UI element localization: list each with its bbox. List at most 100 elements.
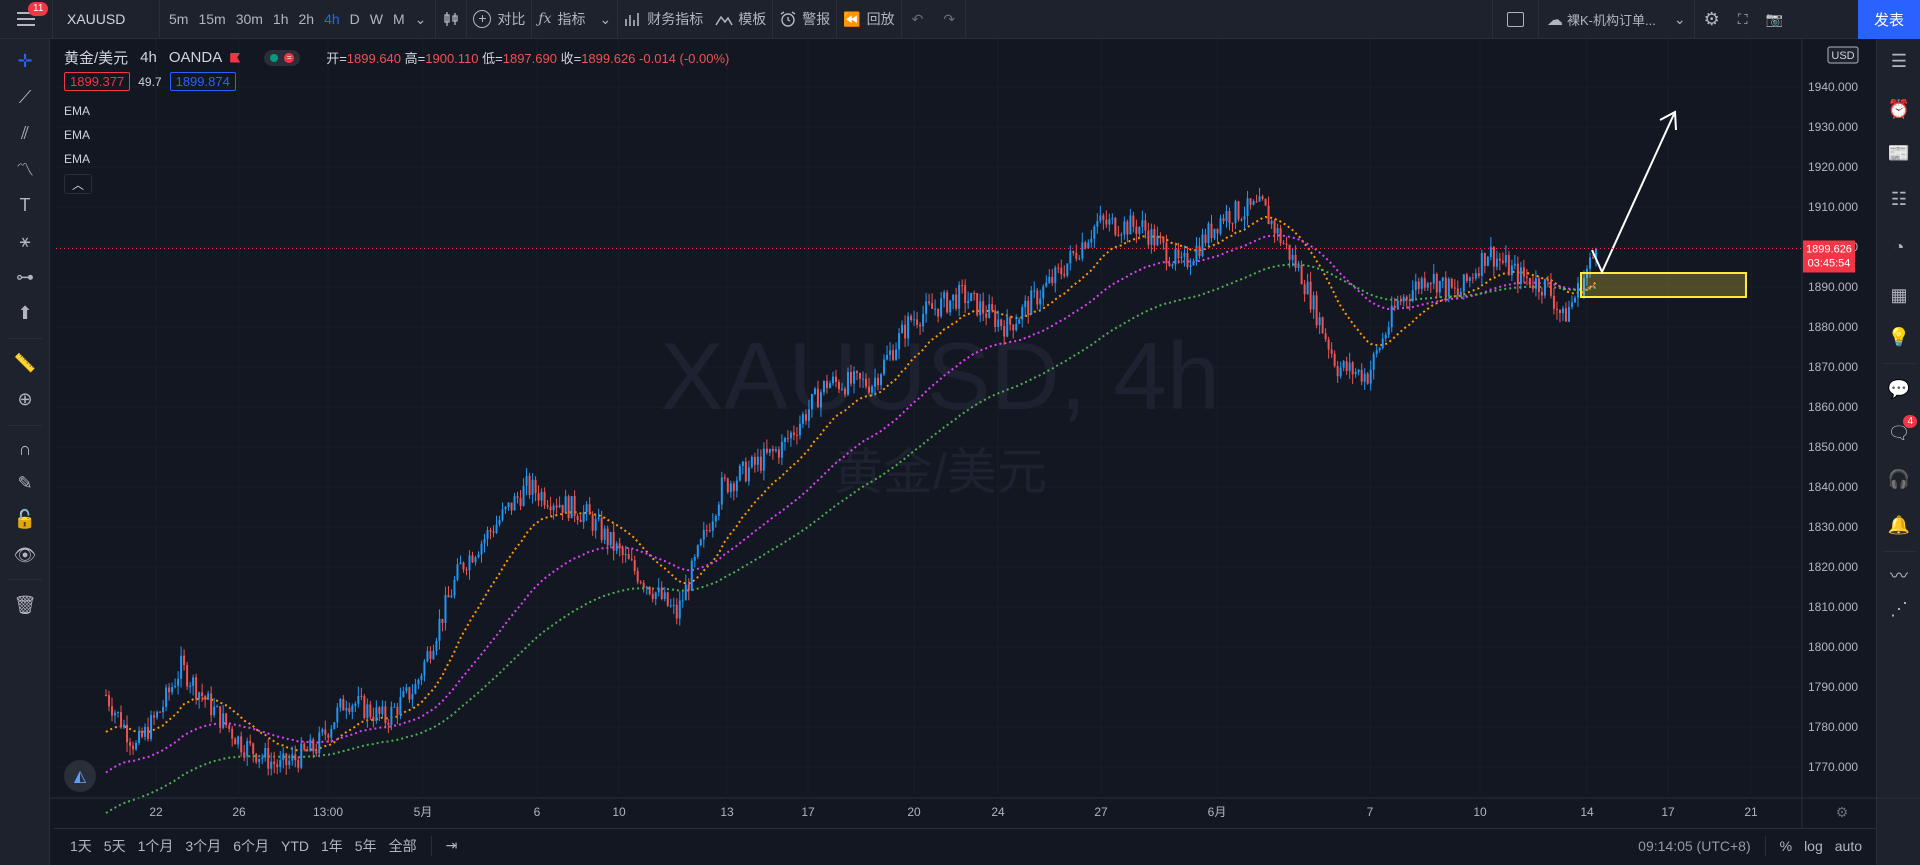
publish-button[interactable]: 发表	[1858, 0, 1920, 39]
time-tick-label: 5月	[414, 805, 433, 819]
timeframe-30m[interactable]: 30m	[235, 11, 263, 27]
trading-panel-icon[interactable]: 〰	[1890, 566, 1908, 586]
ema-legend-2[interactable]: EMA	[64, 128, 91, 142]
range-ytd[interactable]: YTD	[280, 837, 309, 854]
market-status-pill[interactable]: =	[264, 49, 301, 66]
range-all[interactable]: 全部	[388, 837, 417, 854]
chart-type-button[interactable]	[436, 0, 466, 39]
data-window-icon[interactable]: ☷	[1890, 188, 1908, 209]
main-menu-button[interactable]: 11	[0, 0, 52, 39]
notifications-icon[interactable]: 🔔	[1887, 514, 1911, 535]
range-1m[interactable]: 1个月	[137, 837, 174, 854]
ema-legend-3[interactable]: EMA	[64, 152, 91, 166]
candle-body	[243, 752, 246, 757]
zoom-in-icon[interactable]: ⊕	[17, 388, 33, 409]
chevron-down-icon[interactable]: ⌄	[414, 10, 427, 27]
arrow-up-icon[interactable]: ⬆	[17, 302, 33, 323]
watchlist-icon[interactable]: ☰	[1890, 50, 1908, 71]
text-icon[interactable]: T	[19, 194, 31, 215]
layout-button[interactable]	[1493, 0, 1538, 39]
candle-body	[117, 712, 120, 714]
clock-display[interactable]: 09:14:05 (UTC+8)	[1638, 837, 1751, 854]
layout-name-button[interactable]: ☁ 裸K-机构订单... ⌄	[1539, 0, 1694, 39]
prediction-icon[interactable]: ⚹	[19, 230, 31, 251]
magnet-icon[interactable]: ∩	[18, 438, 32, 459]
timeframe-5m[interactable]: 5m	[169, 11, 189, 27]
templates-button[interactable]: 模板	[709, 0, 772, 39]
candle-body	[1447, 278, 1450, 297]
ask-box[interactable]: 1899.874	[169, 72, 236, 91]
range-6m[interactable]: 6个月	[233, 837, 269, 854]
price-chart[interactable]: XAUUSD, 4h 黄金/美元 1940.0001930.0001920.00…	[50, 39, 1920, 829]
ideas-icon[interactable]: 💡	[1887, 326, 1911, 347]
range-1d[interactable]: 1天	[70, 837, 92, 854]
compare-button[interactable]: + 对比	[467, 0, 531, 39]
pattern-icon[interactable]: 〽	[16, 160, 34, 180]
trash-icon[interactable]: 🗑	[13, 594, 37, 615]
pencil-lock-icon[interactable]: ✎	[17, 472, 33, 493]
fib-icon[interactable]: ⫽	[20, 122, 30, 143]
fullscreen-button[interactable]: ⛶	[1729, 0, 1757, 39]
candle-body	[795, 434, 798, 436]
candle-body	[1090, 238, 1093, 243]
candle-body	[1174, 249, 1177, 265]
eye-icon[interactable]: 👁	[13, 544, 37, 565]
timeframe-1h[interactable]: 1h	[272, 11, 289, 27]
calendar-icon[interactable]: ▦	[1890, 284, 1908, 305]
timeframe-15m[interactable]: 15m	[198, 11, 226, 27]
candle-body	[720, 477, 723, 505]
timeframe-m[interactable]: M	[393, 11, 405, 27]
timeframe-4h[interactable]: 4h	[324, 11, 340, 27]
financials-button[interactable]: 财务指标	[618, 0, 709, 39]
symbol-search[interactable]: XAUUSD	[67, 11, 126, 27]
candle-body	[1039, 298, 1042, 305]
timeframe-d[interactable]: D	[349, 11, 360, 27]
shapes-icon[interactable]: ⊶	[16, 266, 34, 287]
candle-body	[1474, 273, 1477, 279]
range-3m[interactable]: 3个月	[185, 837, 222, 854]
news-icon[interactable]: 📰	[1887, 142, 1911, 163]
log-toggle[interactable]: log	[1804, 837, 1823, 854]
candle-body	[1300, 265, 1303, 285]
timeframe-w[interactable]: W	[369, 11, 383, 27]
timeframe-2h[interactable]: 2h	[298, 11, 315, 27]
snapshot-button[interactable]: 📷	[1757, 0, 1792, 39]
alert-button[interactable]: 警报	[773, 0, 836, 39]
candle-body	[1111, 217, 1114, 220]
candle-body	[282, 753, 285, 761]
replay-button[interactable]: ⏪ 回放	[837, 0, 900, 39]
legend-source: OANDA	[168, 49, 223, 66]
candle-body	[450, 595, 453, 598]
auto-toggle[interactable]: auto	[1834, 837, 1862, 854]
goto-date-icon[interactable]: ⇥	[445, 837, 458, 853]
tradingview-logo[interactable]: ◭	[64, 760, 96, 792]
undo-button[interactable]: ↶	[911, 10, 924, 27]
dom-icon[interactable]: ⋰	[1890, 598, 1908, 619]
settings-button[interactable]: ⚙	[1695, 0, 1729, 39]
candle-body	[1252, 201, 1255, 205]
ruler-icon[interactable]: 📏	[13, 352, 37, 373]
candle-body	[1441, 277, 1444, 281]
range-1y[interactable]: 1年	[320, 837, 343, 854]
streams-icon[interactable]: 🎧	[1887, 468, 1911, 489]
lock-icon[interactable]: 🔓	[13, 508, 37, 529]
percent-toggle[interactable]: %	[1779, 837, 1793, 854]
collapse-legend-button[interactable]: ︿	[64, 174, 92, 194]
crosshair-icon[interactable]: ✛	[17, 50, 33, 71]
candle-body	[1297, 265, 1300, 268]
hotlist-icon[interactable]: ◔	[1893, 236, 1905, 257]
candle-body	[327, 734, 330, 738]
trend-line-icon[interactable]: ⟋	[18, 86, 32, 107]
range-5y[interactable]: 5年	[354, 837, 377, 854]
range-5d[interactable]: 5天	[103, 837, 126, 854]
chat-icon[interactable]: 💬	[1887, 378, 1911, 399]
candle-body	[1345, 361, 1348, 371]
bid-box[interactable]: 1899.377	[64, 72, 131, 91]
alarm-icon[interactable]: ⏰	[1887, 98, 1911, 119]
messages-icon[interactable]: 🗨 4	[1887, 415, 1917, 445]
indicators-button[interactable]: ƒx 指标 ⌄	[532, 0, 617, 39]
redo-button[interactable]: ↷	[943, 10, 956, 27]
candle-body	[1249, 198, 1252, 205]
ema-legend-1[interactable]: EMA	[64, 104, 91, 118]
candle-body	[267, 748, 270, 769]
